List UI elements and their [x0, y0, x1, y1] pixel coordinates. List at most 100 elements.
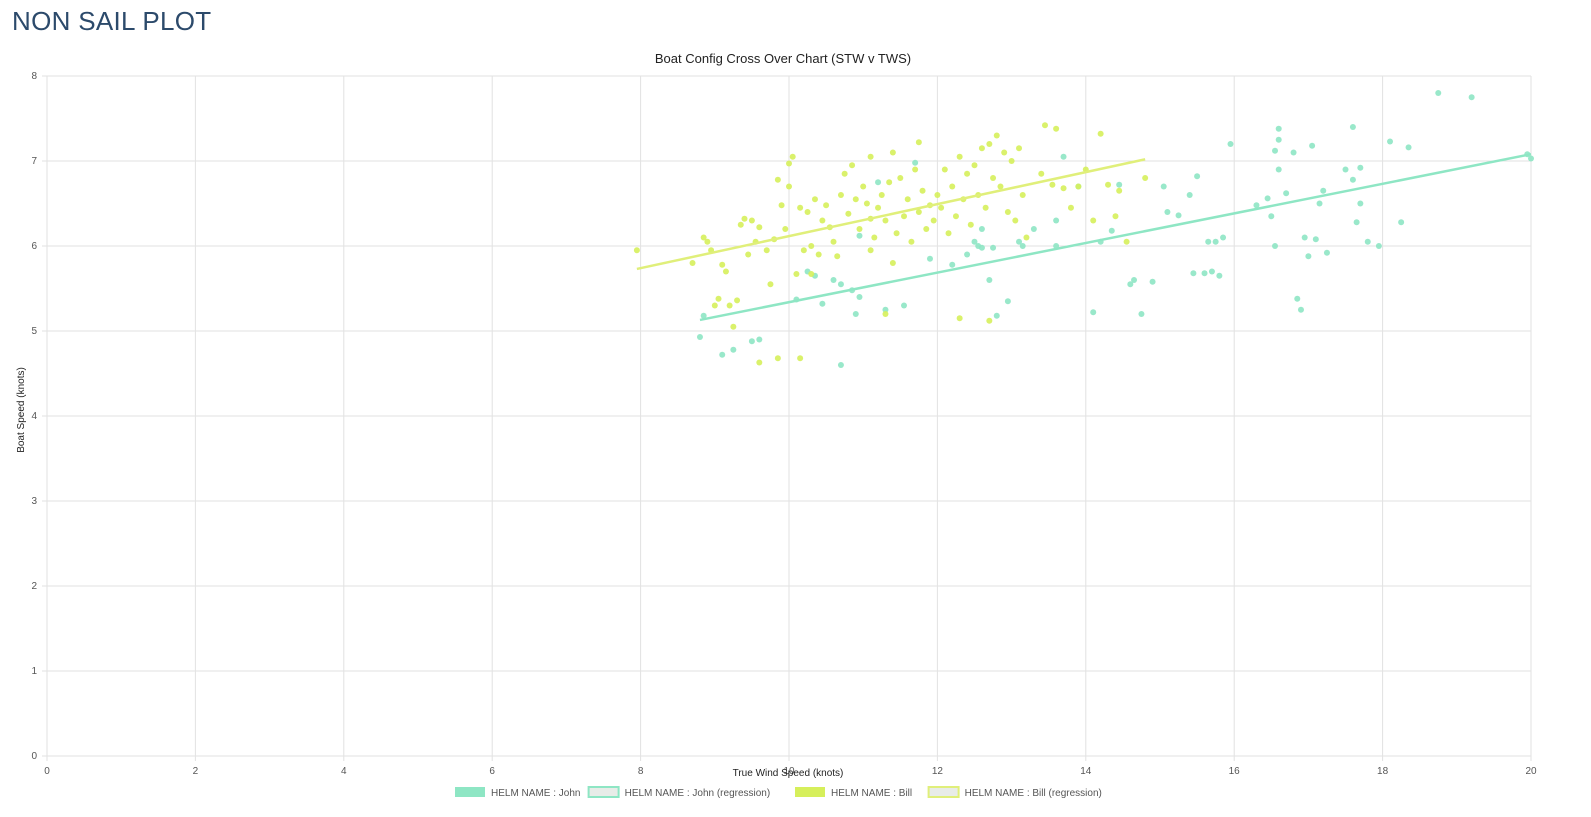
y-tick-label: 3 — [31, 496, 37, 507]
data-point — [1435, 90, 1442, 96]
y-tick-label: 0 — [31, 751, 37, 762]
data-point — [949, 183, 956, 190]
data-point — [1138, 311, 1145, 317]
data-point — [1012, 217, 1019, 224]
data-point — [782, 226, 789, 232]
data-point — [938, 204, 945, 211]
y-tick-label: 1 — [31, 666, 37, 677]
data-point — [889, 260, 896, 266]
data-point — [1090, 309, 1097, 316]
legend: HELM NAME : John HELM NAME : John (regres… — [455, 786, 1102, 799]
data-point — [819, 217, 826, 224]
data-point — [696, 333, 703, 340]
data-point — [789, 153, 796, 160]
data-point — [1019, 192, 1026, 198]
data-point — [863, 200, 870, 207]
data-point — [811, 196, 818, 203]
data-point — [730, 346, 737, 353]
data-point — [1405, 144, 1412, 151]
data-point — [1294, 295, 1301, 302]
data-point — [815, 251, 822, 258]
series-layer — [633, 90, 1534, 368]
legend-item[interactable]: HELM NAME : Bill — [795, 787, 912, 799]
data-point — [964, 170, 971, 177]
data-point — [774, 355, 781, 362]
data-point — [1272, 243, 1279, 249]
data-point — [726, 302, 733, 309]
data-point — [1105, 181, 1112, 188]
data-point — [700, 312, 707, 319]
data-point — [737, 221, 744, 228]
data-point — [1004, 209, 1011, 215]
data-point — [882, 311, 889, 317]
data-point — [1357, 200, 1364, 207]
data-point — [912, 159, 919, 166]
data-point — [756, 359, 763, 366]
data-point — [1349, 124, 1356, 130]
data-point — [875, 204, 882, 211]
data-point — [978, 145, 985, 152]
data-point — [1301, 234, 1308, 241]
data-point — [778, 202, 785, 209]
data-point — [730, 323, 737, 330]
chart-title: Boat Config Cross Over Chart (STW v TWS) — [655, 51, 911, 66]
y-tick-label: 7 — [31, 156, 37, 167]
y-tick-label: 6 — [31, 241, 37, 252]
data-point — [986, 317, 993, 324]
data-point — [1297, 306, 1304, 313]
data-point — [719, 261, 726, 268]
y-tick-label: 8 — [31, 71, 37, 82]
data-point — [1253, 202, 1260, 209]
y-tick-label: 4 — [31, 411, 37, 422]
data-point — [1008, 158, 1015, 164]
data-point — [786, 160, 792, 167]
legend-item[interactable]: HELM NAME : John — [455, 787, 580, 799]
legend-item[interactable]: HELM NAME : John (regression) — [587, 786, 771, 799]
grid-lines — [42, 75, 1532, 761]
data-point — [986, 141, 993, 147]
data-point — [993, 312, 1000, 319]
data-point — [934, 192, 941, 198]
data-point — [823, 202, 830, 209]
data-point — [1142, 175, 1149, 181]
data-point — [800, 247, 807, 254]
data-point — [901, 302, 908, 309]
data-point — [700, 234, 707, 241]
data-point — [923, 226, 930, 232]
data-point — [1186, 192, 1193, 198]
data-point — [1353, 219, 1360, 226]
legend-swatch — [795, 787, 825, 797]
regression-line — [699, 152, 1532, 322]
data-point — [756, 336, 763, 343]
data-point — [1316, 200, 1323, 207]
data-point — [1468, 94, 1475, 101]
data-point — [971, 238, 978, 245]
data-point — [722, 268, 729, 275]
data-point — [1190, 270, 1197, 277]
data-point — [1216, 272, 1223, 279]
data-point — [830, 277, 837, 283]
data-point — [886, 179, 893, 186]
data-point — [1312, 236, 1319, 243]
data-point — [1528, 155, 1534, 162]
data-point — [912, 166, 919, 173]
legend-item[interactable]: HELM NAME : Bill (regression) — [927, 786, 1102, 799]
data-point — [878, 192, 885, 198]
data-point — [756, 224, 763, 231]
data-point — [1067, 204, 1074, 211]
data-point — [819, 300, 826, 307]
data-point — [1030, 226, 1037, 232]
data-point — [1357, 164, 1364, 171]
data-point — [1194, 173, 1201, 180]
data-point — [748, 338, 755, 345]
data-point — [964, 251, 971, 258]
legend-label: HELM NAME : John — [491, 788, 580, 799]
legend-label: HELM NAME : Bill — [831, 788, 912, 799]
data-point — [882, 306, 889, 313]
data-point — [915, 139, 922, 146]
data-point — [797, 204, 804, 211]
data-point — [945, 230, 952, 237]
data-point — [734, 297, 741, 304]
data-point — [1116, 187, 1123, 194]
data-point — [1275, 136, 1282, 143]
